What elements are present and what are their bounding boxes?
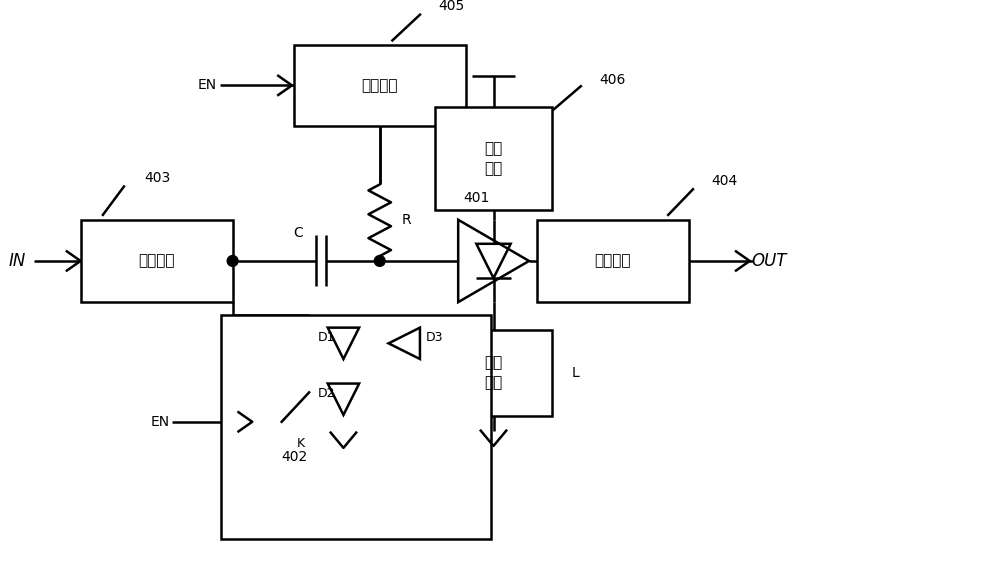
Text: IN: IN: [8, 252, 25, 270]
Text: 输入匹配: 输入匹配: [138, 254, 175, 268]
Bar: [221, 315, 491, 538]
Text: 403: 403: [144, 171, 171, 185]
Bar: [435, 107, 552, 210]
Text: K: K: [297, 437, 305, 450]
Text: D2: D2: [318, 387, 336, 400]
Text: 负载
网络: 负载 网络: [484, 141, 503, 176]
Text: EN: EN: [198, 79, 217, 93]
Text: 404: 404: [711, 173, 738, 188]
Text: 偏置电路: 偏置电路: [361, 78, 398, 93]
Text: C: C: [293, 227, 303, 241]
Text: R: R: [401, 213, 411, 227]
Text: L: L: [572, 366, 580, 380]
Bar: [294, 45, 466, 125]
Bar: [435, 329, 552, 416]
Text: 402: 402: [282, 450, 308, 464]
Text: 退化
电感: 退化 电感: [484, 355, 503, 390]
Text: 406: 406: [599, 73, 626, 88]
Text: 401: 401: [463, 191, 489, 205]
Text: D1: D1: [318, 331, 336, 344]
Circle shape: [227, 255, 238, 266]
Text: 405: 405: [439, 0, 465, 13]
Text: EN: EN: [150, 415, 170, 429]
Bar: [537, 220, 689, 302]
Bar: [81, 220, 233, 302]
Text: 输出匹配: 输出匹配: [595, 254, 631, 268]
Text: D3: D3: [426, 331, 443, 344]
Text: OUT: OUT: [752, 252, 787, 270]
Circle shape: [374, 255, 385, 266]
